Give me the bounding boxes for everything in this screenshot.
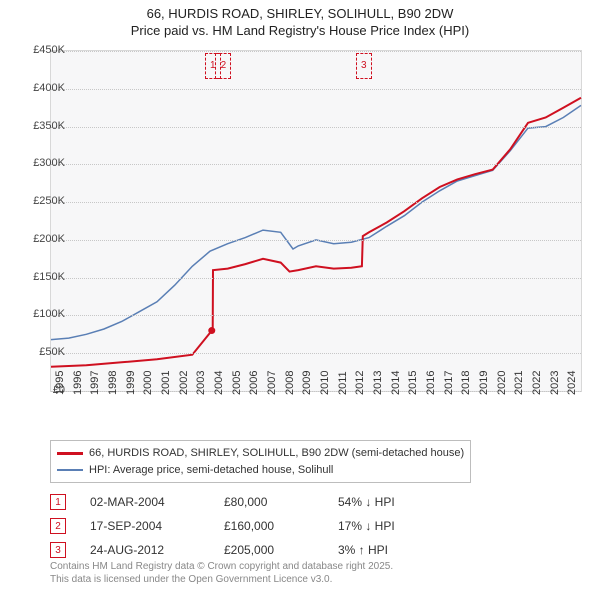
x-axis-label: 2020: [496, 371, 508, 395]
y-axis-label: £400K: [15, 82, 65, 94]
series-red: [51, 98, 581, 367]
gridline-h: [51, 89, 581, 90]
event-date: 24-AUG-2012: [90, 543, 200, 557]
legend-label-blue: HPI: Average price, semi-detached house,…: [89, 462, 333, 479]
title-line-2: Price paid vs. HM Land Registry's House …: [0, 23, 600, 40]
footer-line-2: This data is licensed under the Open Gov…: [50, 573, 393, 586]
x-axis-label: 1998: [107, 371, 119, 395]
x-axis-label: 1999: [125, 371, 137, 395]
gridline-h: [51, 353, 581, 354]
legend-swatch-blue: [57, 469, 83, 471]
x-axis-label: 1997: [89, 371, 101, 395]
y-axis-label: £150K: [15, 271, 65, 283]
price-point-dot: [208, 327, 215, 334]
gridline-h: [51, 164, 581, 165]
x-axis-label: 2002: [178, 371, 190, 395]
event-date: 02-MAR-2004: [90, 495, 200, 509]
y-axis-label: £450K: [15, 44, 65, 56]
x-axis-label: 2011: [337, 371, 349, 395]
event-marker-2: 2: [50, 518, 66, 534]
x-axis-label: 2022: [531, 371, 543, 395]
x-axis-label: 2014: [390, 371, 402, 395]
x-axis-label: 2006: [248, 371, 260, 395]
event-marker-3: 3: [50, 542, 66, 558]
legend-swatch-red: [57, 452, 83, 455]
event-delta: 54% ↓ HPI: [338, 495, 428, 509]
x-axis-label: 2003: [195, 371, 207, 395]
gridline-h: [51, 127, 581, 128]
x-axis-label: 2021: [513, 371, 525, 395]
x-axis-label: 2001: [160, 371, 172, 395]
gridline-h: [51, 202, 581, 203]
chart-plot-area: 123: [50, 50, 582, 392]
event-delta: 3% ↑ HPI: [338, 543, 428, 557]
gridline-h: [51, 51, 581, 52]
x-axis-label: 2004: [213, 371, 225, 395]
x-axis-label: 2016: [425, 371, 437, 395]
gridline-h: [51, 278, 581, 279]
legend-box: 66, HURDIS ROAD, SHIRLEY, SOLIHULL, B90 …: [50, 440, 471, 483]
event-row: 1 02-MAR-2004 £80,000 54% ↓ HPI: [50, 490, 428, 514]
event-row: 2 17-SEP-2004 £160,000 17% ↓ HPI: [50, 514, 428, 538]
legend-row-red: 66, HURDIS ROAD, SHIRLEY, SOLIHULL, B90 …: [57, 445, 464, 462]
event-price: £160,000: [224, 519, 314, 533]
y-axis-label: £300K: [15, 157, 65, 169]
x-axis-label: 1996: [72, 371, 84, 395]
x-axis-label: 2005: [231, 371, 243, 395]
gridline-h: [51, 315, 581, 316]
y-axis-label: £200K: [15, 233, 65, 245]
events-table: 1 02-MAR-2004 £80,000 54% ↓ HPI 2 17-SEP-2004…: [50, 490, 428, 562]
event-delta: 17% ↓ HPI: [338, 519, 428, 533]
chart-marker-2: 2: [215, 53, 231, 79]
x-axis-label: 2015: [407, 371, 419, 395]
x-axis-label: 2007: [266, 371, 278, 395]
event-marker-1: 1: [50, 494, 66, 510]
x-axis-label: 1995: [54, 371, 66, 395]
y-axis-label: £50K: [15, 346, 65, 358]
event-date: 17-SEP-2004: [90, 519, 200, 533]
y-axis-label: £250K: [15, 195, 65, 207]
x-axis-label: 2024: [566, 371, 578, 395]
y-axis-label: £100K: [15, 308, 65, 320]
x-axis-label: 2013: [372, 371, 384, 395]
event-price: £205,000: [224, 543, 314, 557]
event-price: £80,000: [224, 495, 314, 509]
x-axis-label: 2023: [549, 371, 561, 395]
series-blue: [51, 105, 581, 339]
legend-label-red: 66, HURDIS ROAD, SHIRLEY, SOLIHULL, B90 …: [89, 445, 464, 462]
legend-row-blue: HPI: Average price, semi-detached house,…: [57, 462, 464, 479]
title-line-1: 66, HURDIS ROAD, SHIRLEY, SOLIHULL, B90 …: [0, 6, 600, 23]
chart-title: 66, HURDIS ROAD, SHIRLEY, SOLIHULL, B90 …: [0, 0, 600, 40]
x-axis-label: 2000: [142, 371, 154, 395]
x-axis-label: 2017: [443, 371, 455, 395]
gridline-h: [51, 240, 581, 241]
chart-marker-3: 3: [356, 53, 372, 79]
footer-text: Contains HM Land Registry data © Crown c…: [50, 560, 393, 586]
event-row: 3 24-AUG-2012 £205,000 3% ↑ HPI: [50, 538, 428, 562]
x-axis-label: 2019: [478, 371, 490, 395]
x-axis-label: 2012: [354, 371, 366, 395]
x-axis-label: 2008: [284, 371, 296, 395]
x-axis-label: 2010: [319, 371, 331, 395]
y-axis-label: £350K: [15, 120, 65, 132]
footer-line-1: Contains HM Land Registry data © Crown c…: [50, 560, 393, 573]
x-axis-label: 2009: [301, 371, 313, 395]
x-axis-label: 2018: [460, 371, 472, 395]
chart-svg: [51, 51, 581, 391]
